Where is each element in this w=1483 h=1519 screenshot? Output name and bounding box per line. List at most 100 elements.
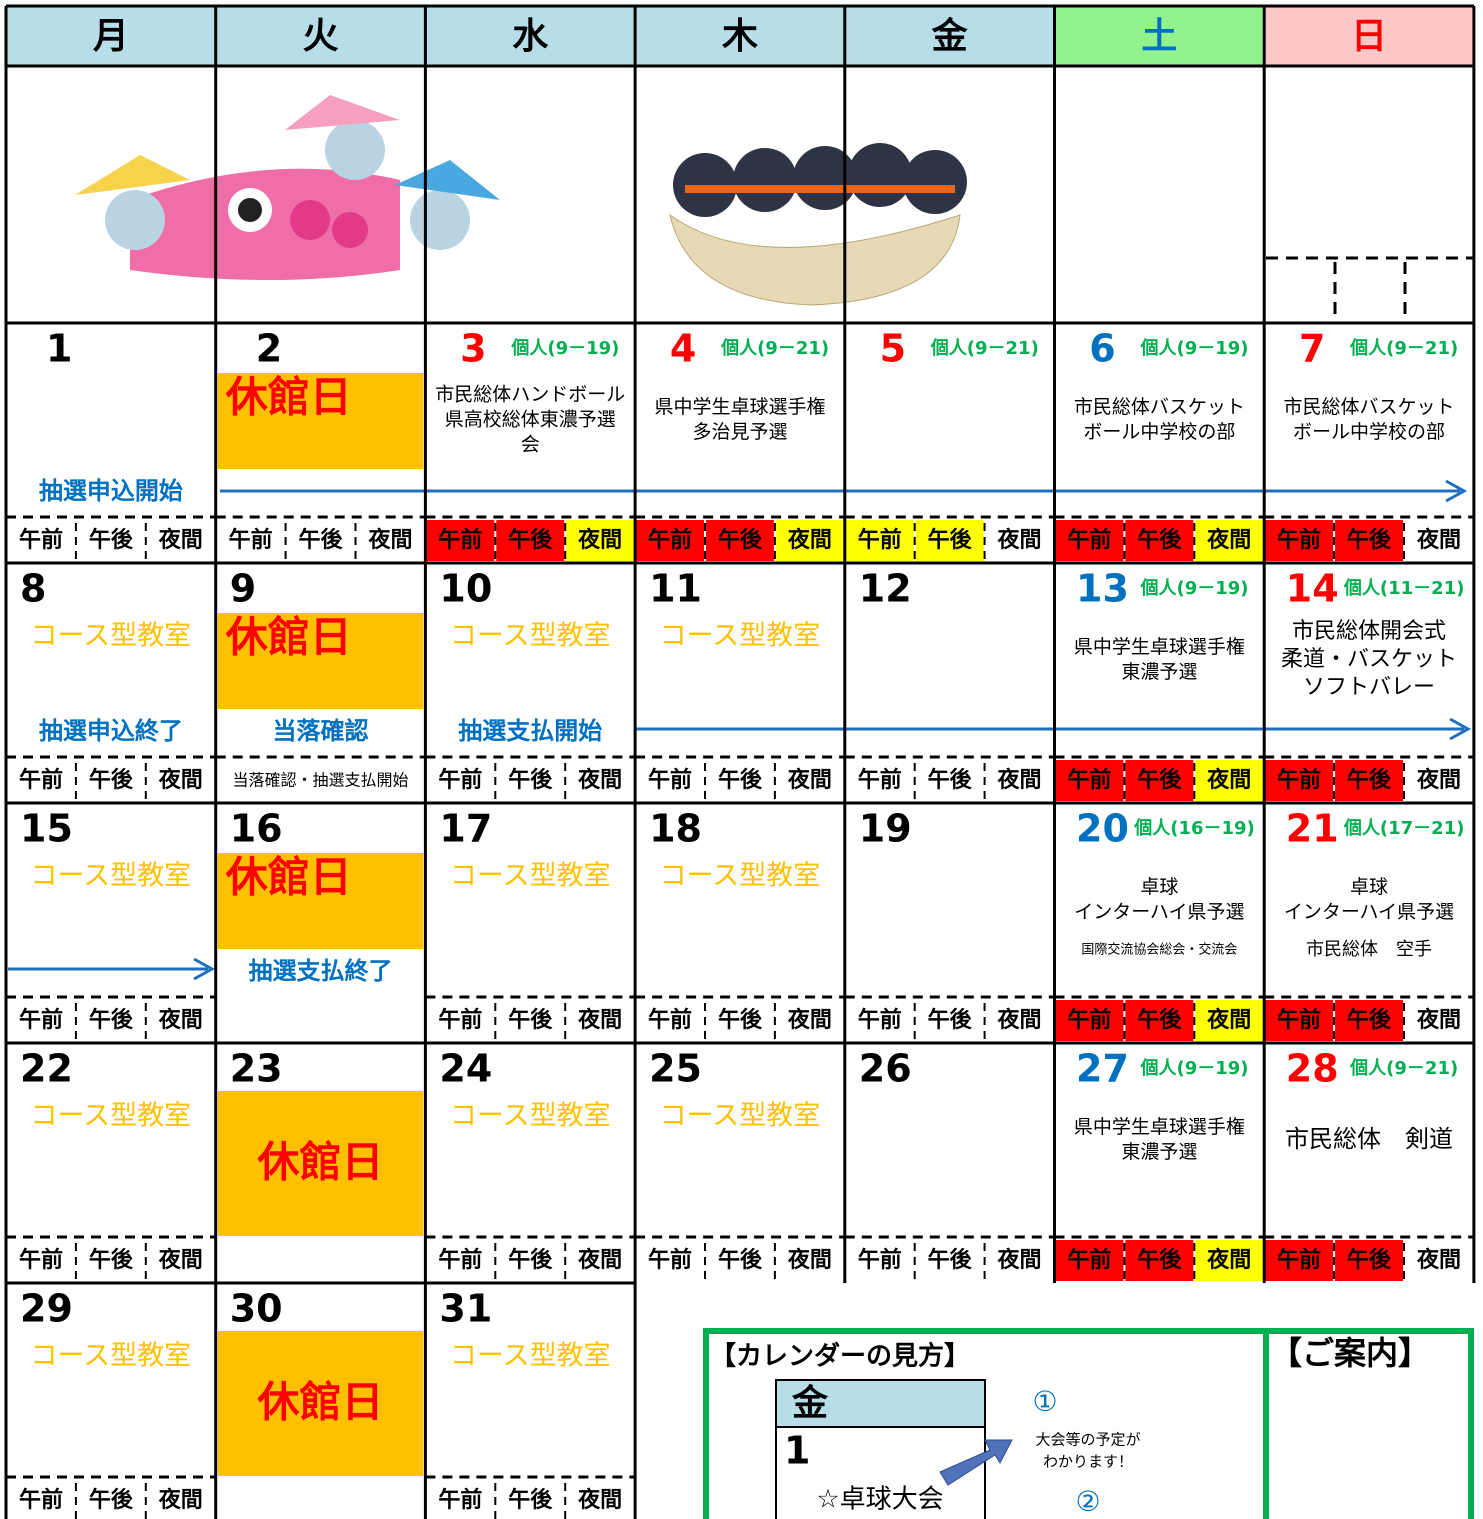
slot-cell (7, 520, 75, 561)
event-line: 多治見予選 (692, 421, 787, 443)
closed-label: 休館日 (225, 373, 352, 422)
info-title: 【ご案内】 (1270, 1334, 1430, 1372)
course-label: コース型教室 (660, 861, 821, 892)
header-day: 金 (931, 15, 969, 57)
header-cell (425, 6, 636, 66)
slot-label: 午後 (718, 1007, 763, 1033)
slot-label: 夜間 (158, 527, 203, 553)
date: 25 (649, 1047, 702, 1091)
slot-cell (775, 1240, 844, 1281)
slot-cell (915, 520, 984, 561)
slot-cell (1125, 760, 1194, 801)
slot-cell (1265, 760, 1334, 801)
date: 24 (439, 1047, 492, 1091)
slot-cell (1265, 520, 1334, 561)
slot-cell (146, 760, 215, 801)
slot-label: 夜間 (787, 1007, 832, 1033)
individual-hours: 個人(11－21) (1343, 578, 1465, 599)
header-day: 水 (512, 16, 549, 57)
slot-label: 夜間 (997, 1247, 1042, 1273)
slot-cell (146, 1000, 215, 1041)
slot-label: 夜間 (577, 767, 622, 793)
date: 10 (439, 567, 492, 611)
event-line: 県高校総体東濃予選 (445, 409, 616, 431)
slot-label: 午後 (1137, 1247, 1182, 1273)
individual-hours: 個人(16－19) (1133, 818, 1255, 839)
slot-label: 夜間 (1416, 1007, 1461, 1033)
slot-label: 午後 (1347, 1007, 1392, 1033)
slot-label: 午後 (89, 1487, 134, 1513)
slot-cell (775, 760, 844, 801)
slot-label: 午後 (928, 1007, 973, 1033)
slot-label: 午後 (508, 527, 553, 553)
slot-cell (76, 760, 145, 801)
closed-box (217, 1331, 424, 1476)
slot-cell (775, 520, 844, 561)
slot-label: 夜間 (1206, 767, 1251, 793)
slot-cell (985, 760, 1054, 801)
date: 14 (1286, 567, 1339, 611)
event-line: 市民総体 剣道 (1285, 1125, 1453, 1153)
slot-cell (496, 520, 565, 561)
slot-cell (566, 1480, 635, 1519)
slot-label: 午前 (438, 1247, 482, 1273)
slot-label: 夜間 (1206, 527, 1251, 553)
slot-cell (1405, 1240, 1473, 1281)
slot-label: 夜間 (787, 527, 832, 553)
slot-cell (356, 520, 425, 561)
slot-cell (146, 520, 215, 561)
slot-cell (7, 1240, 75, 1281)
slot-label: 夜間 (1416, 527, 1461, 553)
slot-cell (426, 1240, 495, 1281)
slot-label: 午前 (648, 1247, 692, 1273)
slot-label: 午後 (718, 767, 763, 793)
slot-label: 午後 (928, 767, 973, 793)
slot-cell (845, 520, 914, 561)
slot-cell (1335, 1240, 1403, 1281)
slot-label: 夜間 (1206, 1007, 1251, 1033)
closed-label: 休館日 (225, 613, 352, 662)
date: 19 (859, 807, 912, 851)
slot-cell (426, 520, 495, 561)
slot-cell (286, 520, 355, 561)
date: 29 (20, 1287, 73, 1331)
slot-cell (1335, 760, 1403, 801)
slot-cell (636, 1240, 704, 1281)
event-line: 柔道・バスケット (1281, 647, 1457, 672)
date: 18 (649, 807, 702, 851)
slot-cell (1195, 520, 1264, 561)
slot-cell (426, 1000, 495, 1041)
slot-label: 夜間 (997, 767, 1042, 793)
mark-2: ② (1075, 1485, 1100, 1518)
grid: 月火水木金土日1抽選申込開始午前 午後 夜間休館日2午前 午後 夜間3 個人(9－19)市… (4, 4, 1476, 1519)
slot-label: 夜間 (577, 527, 622, 553)
slot-cell (706, 760, 774, 801)
date: 15 (20, 807, 73, 851)
lottery-event: 抽選申込終了 (39, 717, 183, 745)
date: 3 (460, 327, 486, 371)
date: 1 (46, 327, 72, 371)
slot-label: 午後 (1347, 527, 1392, 553)
slot-label: 午後 (89, 1007, 134, 1033)
arrow-head (1449, 717, 1472, 741)
slot-cell (636, 520, 704, 561)
slot-label: 夜間 (1416, 767, 1461, 793)
slot-cell (566, 1240, 635, 1281)
individual-hours: 個人(9－21) (1349, 1058, 1458, 1079)
event-note: 国際交流協会総会・交流会 (1081, 942, 1237, 958)
slot-cell (7, 760, 75, 801)
slot-cell (706, 1240, 774, 1281)
slot-cell (146, 1240, 215, 1281)
header-day: 火 (303, 16, 339, 57)
event-line: 県中学生卓球選手権 (1074, 636, 1245, 658)
event-line: 市民総体バスケット (1284, 396, 1455, 418)
date: 16 (230, 807, 283, 851)
slot-cell (76, 1480, 145, 1519)
date: 8 (20, 567, 46, 611)
date: 27 (1076, 1047, 1129, 1091)
mark-1: ① (1032, 1385, 1057, 1418)
course-label: コース型教室 (31, 1341, 192, 1372)
closed-label: 休館日 (257, 1138, 384, 1187)
event-note: 市民総体 空手 (1306, 939, 1432, 960)
